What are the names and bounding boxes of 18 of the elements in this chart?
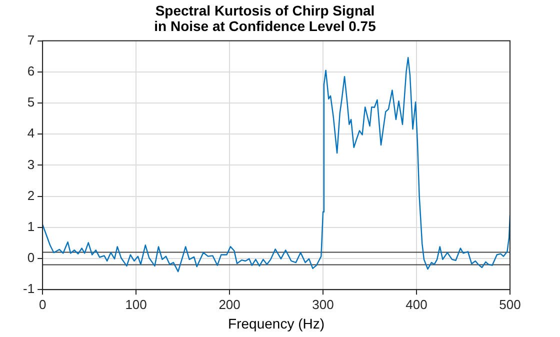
x-tick-label: 500 [499, 296, 521, 312]
y-tick-label: 0 [27, 250, 35, 266]
x-axis-title: Frequency (Hz) [228, 315, 325, 332]
y-tick-label: 3 [27, 156, 35, 172]
y-tick-label: -1 [22, 281, 35, 296]
x-tick-label: 400 [406, 296, 428, 312]
x-tick-label: 100 [125, 296, 147, 312]
text: Spectral Kurtosis of Chirp Signal [155, 2, 375, 19]
y-tick-label: 6 [27, 63, 35, 78]
x-tick-label: 200 [218, 296, 240, 312]
y-tick-label: 4 [27, 126, 35, 141]
text: in Noise at Confidence Level 0.75 [154, 18, 376, 34]
y-tick-label: 5 [27, 94, 35, 110]
x-tick-label: 0 [38, 296, 46, 312]
x-tick-label: 300 [312, 296, 334, 312]
y-tick-label: 7 [27, 32, 35, 48]
y-tick-label: 2 [27, 188, 35, 203]
y-tick-label: 1 [27, 218, 35, 234]
